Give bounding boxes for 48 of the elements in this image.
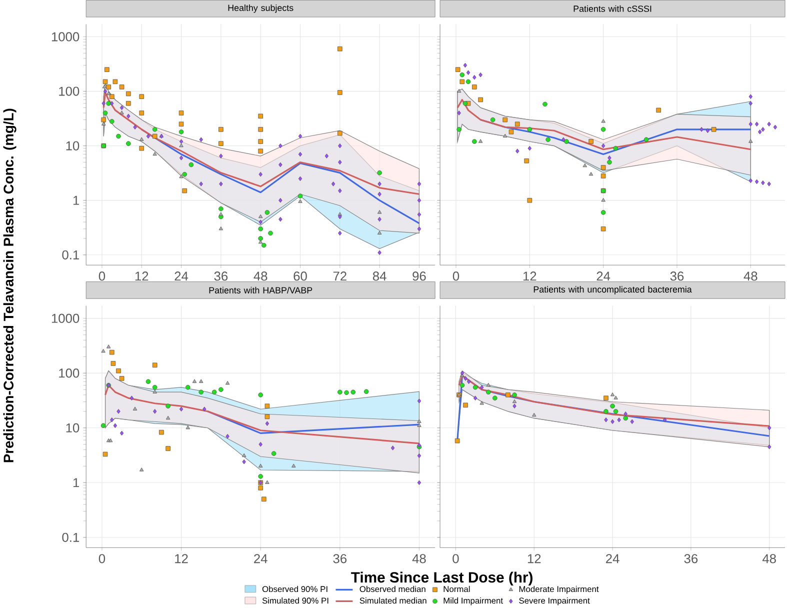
x-tick-label: 72 bbox=[333, 272, 346, 281]
x-tick-label: 24 bbox=[174, 272, 188, 281]
x-tick-label: 24 bbox=[606, 554, 620, 564]
x-tick-label: 0 bbox=[98, 272, 106, 281]
x-tick-label: 12 bbox=[135, 272, 148, 281]
text: Observed 90% PI bbox=[262, 586, 328, 592]
y-tick-label: 10 bbox=[66, 141, 80, 150]
y-tick-label: 0.1 bbox=[62, 250, 80, 260]
x-tick-label: 24 bbox=[254, 554, 268, 564]
y-tick-label: 1000 bbox=[52, 314, 80, 323]
y-axis-title: Prediction-Corrected Telavancin Plasma Conc. (mg/L) bbox=[3, 108, 16, 462]
x-tick-label: 60 bbox=[294, 272, 307, 281]
x-tick-label: 24 bbox=[596, 272, 610, 281]
y-tick-label: 0.1 bbox=[62, 532, 80, 542]
x-tick-label: 36 bbox=[684, 554, 698, 564]
x-tick-label: 48 bbox=[762, 554, 776, 564]
legend-label: Moderate Impairment bbox=[519, 586, 599, 594]
x-tick-label: 12 bbox=[528, 554, 541, 564]
chart-title: Patients with uncomplicated bacteremia bbox=[534, 286, 692, 294]
x-tick-label: 12 bbox=[175, 554, 188, 564]
y-tick-label: 1 bbox=[73, 478, 80, 488]
y-tick-label: 100 bbox=[59, 86, 80, 96]
y-tick-label: 1000 bbox=[52, 32, 80, 42]
x-tick-label: 36 bbox=[670, 272, 684, 281]
x-tick-label: 12 bbox=[523, 272, 536, 281]
y-tick-label: 10 bbox=[66, 423, 80, 432]
x-axis-title: Time Since Last Dose (hr) bbox=[351, 572, 532, 586]
legend-label: Normal bbox=[444, 586, 470, 592]
x-tick-label: 96 bbox=[412, 272, 426, 281]
x-tick-label: 48 bbox=[254, 272, 268, 281]
x-tick-label: 36 bbox=[214, 272, 228, 281]
x-tick-label: 0 bbox=[452, 272, 460, 281]
x-tick-label: 36 bbox=[333, 554, 347, 564]
x-tick-label: 0 bbox=[452, 554, 459, 564]
chart-title: Patients with cSSSI bbox=[574, 5, 652, 12]
chart-title: Patients with HABP/VABP bbox=[209, 286, 312, 294]
text: Simulated 90% PI bbox=[262, 597, 328, 604]
legend-label: Mild Impairment bbox=[444, 597, 503, 606]
chart-title: Healthy subjects bbox=[228, 4, 294, 13]
x-tick-label: 84 bbox=[372, 272, 386, 281]
y-tick-label: 1 bbox=[73, 196, 80, 205]
x-tick-label: 0 bbox=[98, 554, 106, 564]
legend-label: Simulated median bbox=[360, 597, 426, 604]
legend-label: Severe Impairment bbox=[519, 597, 590, 606]
x-tick-label: 48 bbox=[744, 272, 758, 281]
x-tick-label: 48 bbox=[412, 554, 426, 564]
legend-label: Observed median bbox=[360, 586, 426, 592]
y-tick-label: 100 bbox=[59, 368, 80, 378]
